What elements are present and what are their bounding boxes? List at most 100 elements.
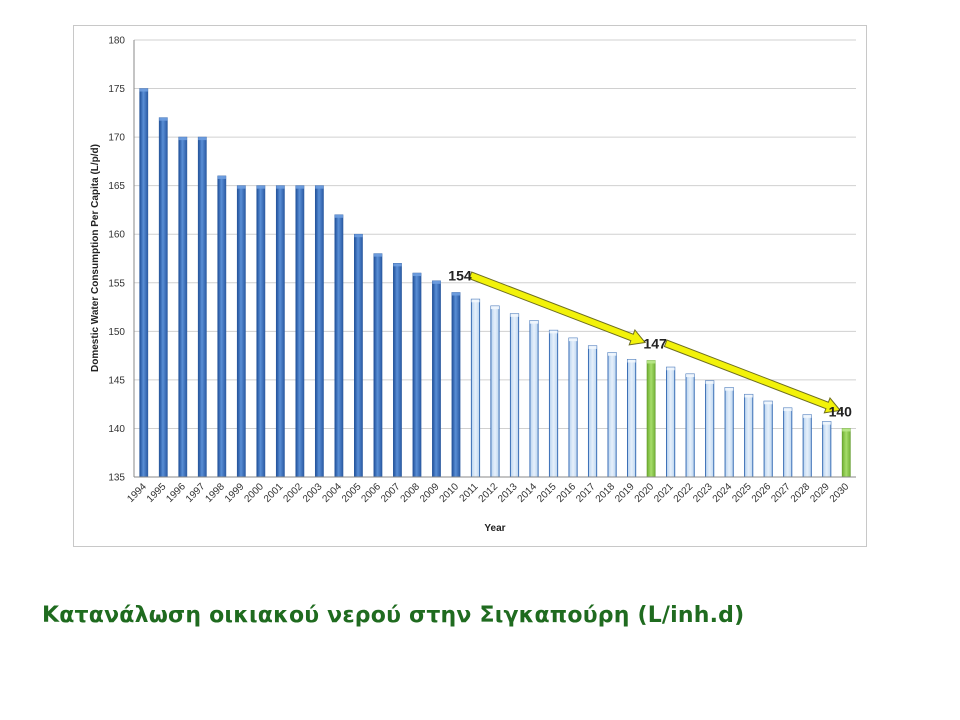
bar-cap bbox=[783, 408, 792, 412]
y-tick-label: 175 bbox=[108, 84, 125, 95]
x-tick-label: 2012 bbox=[477, 481, 501, 505]
x-axis-ticks: 1994199519961997199819992000200120022003… bbox=[125, 481, 851, 505]
bar-2001 bbox=[275, 185, 285, 478]
bar-2007 bbox=[393, 263, 402, 478]
bar-cap bbox=[764, 401, 773, 405]
bar-1997 bbox=[197, 136, 207, 478]
bar-cap bbox=[568, 338, 578, 342]
y-axis-ticks: 135 140 145 150 155 160 165 170 175 180 bbox=[108, 36, 125, 484]
bar-2014 bbox=[529, 320, 539, 478]
bar-cap bbox=[373, 253, 383, 257]
x-tick-label: 2015 bbox=[535, 481, 559, 505]
y-tick-label: 180 bbox=[108, 36, 125, 47]
bar-2024 bbox=[724, 387, 734, 478]
x-tick-label: 2022 bbox=[672, 481, 696, 505]
x-tick-label: 2023 bbox=[691, 481, 715, 505]
x-tick-label: 2013 bbox=[496, 481, 520, 505]
chart-frame: 135 140 145 150 155 160 165 170 175 180 1994 1995 1… bbox=[73, 25, 867, 547]
x-tick-label: 2024 bbox=[711, 481, 735, 505]
bar-2025 bbox=[744, 393, 754, 478]
bar-2022 bbox=[685, 373, 695, 478]
x-tick-label: 1998 bbox=[203, 481, 227, 505]
y-tick-label: 170 bbox=[108, 133, 125, 144]
bar-2019 bbox=[626, 358, 637, 478]
bar-2017 bbox=[587, 345, 598, 478]
axes bbox=[133, 40, 856, 478]
x-tick-label: 2026 bbox=[750, 481, 774, 505]
bar-cap bbox=[607, 352, 617, 356]
x-tick-label: 2030 bbox=[828, 481, 852, 505]
y-tick-label: 135 bbox=[108, 473, 125, 484]
x-tick-label: 2005 bbox=[340, 481, 364, 505]
bar-cap bbox=[549, 330, 558, 334]
x-tick-label: 2008 bbox=[399, 481, 423, 505]
bar-cap bbox=[451, 292, 461, 296]
bar-cap bbox=[647, 360, 656, 364]
bar-cap bbox=[198, 137, 207, 141]
bar-2023 bbox=[705, 380, 715, 478]
trend-arrow bbox=[663, 339, 842, 414]
bar-cap bbox=[315, 185, 324, 189]
bar-1996 bbox=[178, 136, 188, 478]
bar-cap bbox=[686, 374, 695, 378]
bar-cap bbox=[471, 299, 480, 303]
x-tick-label: 2025 bbox=[730, 481, 754, 505]
x-tick-label: 1994 bbox=[125, 481, 149, 505]
y-tick-label: 150 bbox=[108, 327, 125, 338]
annotation-label: 154 bbox=[448, 267, 472, 283]
bar-1999 bbox=[236, 185, 246, 478]
bar-2021 bbox=[666, 366, 676, 478]
bar-2016 bbox=[568, 337, 578, 478]
bar-cap bbox=[705, 380, 714, 384]
bar-2008 bbox=[412, 272, 422, 478]
y-tick-label: 155 bbox=[108, 278, 125, 289]
x-tick-label: 2021 bbox=[652, 481, 676, 505]
x-tick-label: 2017 bbox=[574, 481, 598, 505]
x-tick-label: 2003 bbox=[301, 481, 325, 505]
bar-2002 bbox=[295, 185, 305, 478]
bar-cap bbox=[510, 313, 519, 317]
annotation-label: 147 bbox=[643, 335, 667, 351]
x-tick-label: 2001 bbox=[262, 481, 286, 505]
bar-2003 bbox=[314, 185, 324, 478]
bar-cap bbox=[412, 273, 422, 277]
bar-cap bbox=[627, 359, 636, 363]
bar-2029 bbox=[822, 421, 832, 478]
bar-2006 bbox=[373, 253, 383, 478]
x-tick-label: 2014 bbox=[516, 481, 540, 505]
annotations: 154 147 140 bbox=[448, 267, 852, 419]
bar-2028 bbox=[802, 414, 812, 478]
bar-cap bbox=[217, 175, 226, 179]
slide-caption: Κατανάλωση οικιακού νερού στην Σιγκαπούρ… bbox=[42, 603, 745, 628]
bar-2000 bbox=[256, 185, 266, 478]
bar-cap bbox=[159, 117, 168, 121]
bar-1995 bbox=[158, 117, 168, 478]
bar-cap bbox=[822, 421, 831, 425]
y-axis-title: Domestic Water Consumption Per Capita (L… bbox=[90, 144, 101, 372]
x-tick-label: 1997 bbox=[184, 481, 208, 505]
x-axis-title: Year bbox=[484, 523, 505, 534]
annotation-label: 140 bbox=[829, 403, 853, 419]
bar-cap bbox=[256, 185, 265, 189]
trend-arrows bbox=[468, 271, 842, 414]
bar-cap bbox=[393, 263, 402, 267]
y-tick-label: 140 bbox=[108, 424, 125, 435]
x-tick-label: 2019 bbox=[613, 481, 637, 505]
bar-cap bbox=[139, 88, 148, 92]
bar-cap bbox=[334, 214, 343, 218]
x-tick-label: 2011 bbox=[458, 481, 481, 504]
bar-2020 bbox=[646, 360, 656, 478]
x-tick-label: 2009 bbox=[418, 481, 442, 505]
y-tick-label: 145 bbox=[108, 375, 125, 386]
x-tick-label: 2016 bbox=[555, 481, 579, 505]
gridlines bbox=[134, 39, 856, 429]
y-tick-label: 165 bbox=[108, 181, 125, 192]
bar-2027 bbox=[783, 407, 793, 478]
bar-2015 bbox=[548, 329, 559, 478]
bar-2005 bbox=[354, 233, 363, 478]
bar-cap bbox=[666, 367, 675, 371]
x-tick-label: 2018 bbox=[594, 481, 618, 505]
bar-2012 bbox=[490, 305, 500, 478]
bar-cap bbox=[276, 185, 285, 189]
